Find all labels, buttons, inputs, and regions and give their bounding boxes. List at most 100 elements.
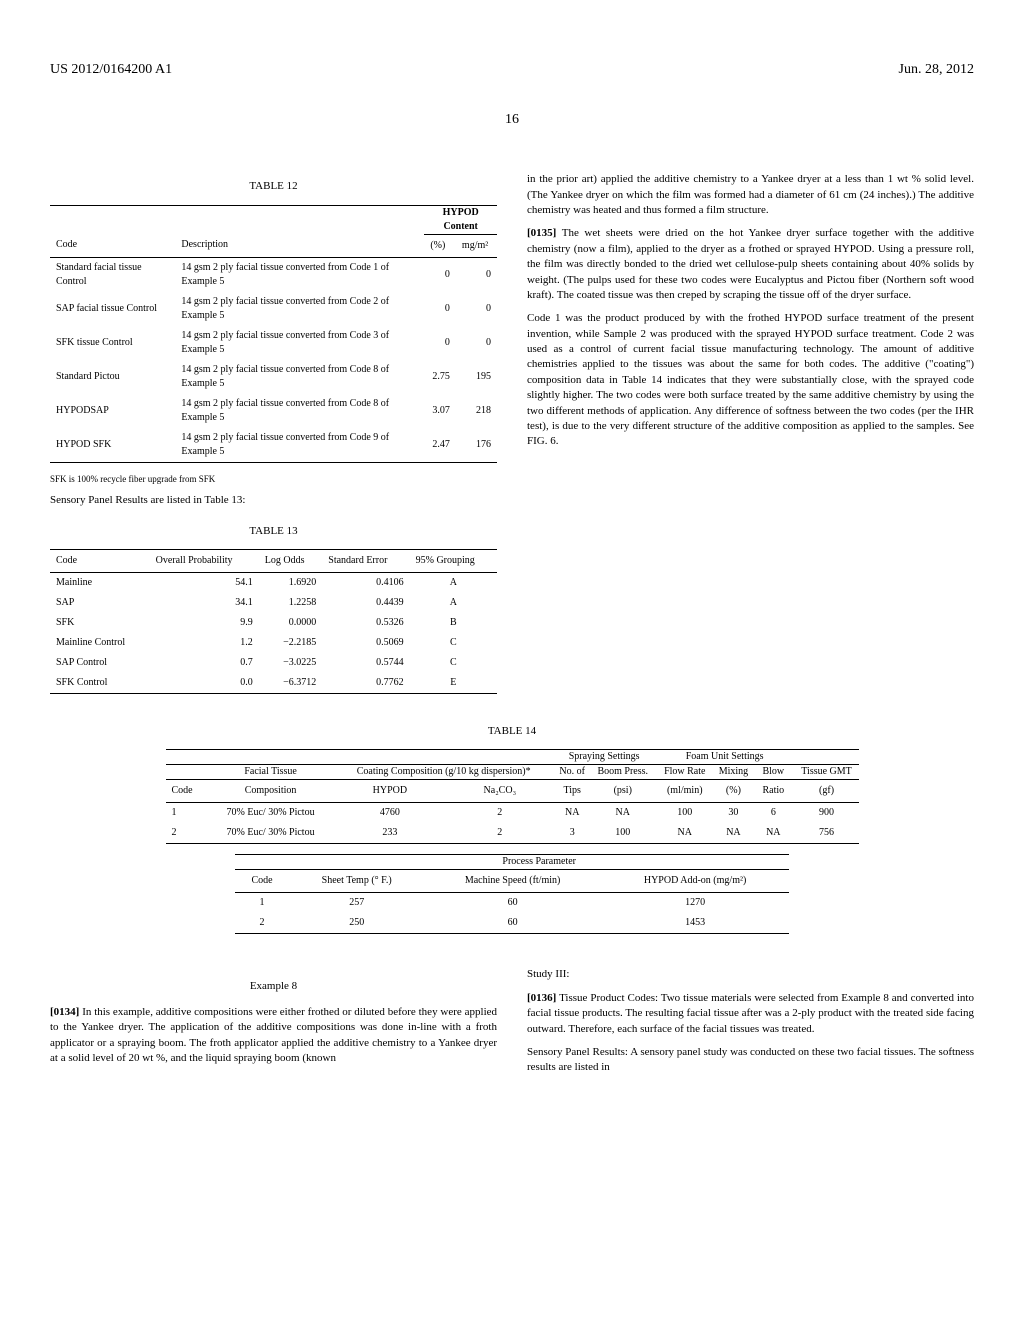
table-cell: 2 <box>166 823 208 844</box>
t14-h-mix: Mixing <box>715 765 752 780</box>
table-row: SFK tissue Control14 gsm 2 ply facial ti… <box>50 326 497 360</box>
table-cell: E <box>410 673 497 694</box>
para-0135: [0135] The wet sheets were dried on the … <box>527 226 974 303</box>
table-cell: C <box>410 633 497 653</box>
table-cell: 195 <box>456 360 497 394</box>
t14-b3: Na₂CO₃ <box>446 780 554 803</box>
table-cell: 900 <box>795 803 859 824</box>
table-cell: 0.4439 <box>322 593 409 613</box>
table-cell: 0 <box>424 326 456 360</box>
t14-b1: Composition <box>207 780 333 803</box>
table-cell: Mainline Control <box>50 633 150 653</box>
left-column: TABLE 12 HYPOD Content Code Description … <box>50 164 497 704</box>
table-row: 1257601270 <box>235 893 789 914</box>
table-cell: SAP <box>50 593 150 613</box>
table-cell: 1453 <box>601 913 789 934</box>
table14b: Process Parameter Code Sheet Temp (° F.)… <box>235 854 789 934</box>
table-cell: 14 gsm 2 ply facial tissue converted fro… <box>175 257 424 292</box>
table-cell: 756 <box>795 823 859 844</box>
table-cell: 54.1 <box>150 572 259 593</box>
para-0136b: Sensory Panel Results: A sensory panel s… <box>527 1045 974 1076</box>
table-cell: 1 <box>166 803 208 824</box>
t14b-proc-title: Process Parameter <box>289 855 789 870</box>
table12-title: TABLE 12 <box>50 179 497 194</box>
para-0134: [0134] In this example, additive composi… <box>50 1005 497 1067</box>
table13-col4: 95% Grouping <box>410 549 497 572</box>
bottom-left: Example 8 [0134] In this example, additi… <box>50 959 497 1083</box>
table-cell: 2 <box>446 803 554 824</box>
header-left: US 2012/0164200 A1 <box>50 60 172 80</box>
t14-b0: Code <box>166 780 208 803</box>
table-row: HYPOD SFK14 gsm 2 ply facial tissue conv… <box>50 428 497 463</box>
bottom-columns: Example 8 [0134] In this example, additi… <box>50 959 974 1083</box>
table-cell: −6.3712 <box>259 673 323 694</box>
table-row: Mainline54.11.69200.4106A <box>50 572 497 593</box>
table-cell: 1.6920 <box>259 572 323 593</box>
right-p0: in the prior art) applied the additive c… <box>527 172 974 218</box>
table14a: Spraying Settings Foam Unit Settings Fac… <box>166 749 859 844</box>
study3-title: Study III: <box>527 967 974 982</box>
table-row: Standard Pictou14 gsm 2 ply facial tissu… <box>50 360 497 394</box>
table-cell: 34.1 <box>150 593 259 613</box>
table-cell: HYPODSAP <box>50 394 175 428</box>
table-cell: 250 <box>289 913 424 934</box>
table-cell: 0.7 <box>150 653 259 673</box>
table-cell: 257 <box>289 893 424 914</box>
table-cell: 9.9 <box>150 613 259 633</box>
para-num-0134: [0134] <box>50 1006 79 1018</box>
table-cell: C <box>410 653 497 673</box>
table-cell: SAP Control <box>50 653 150 673</box>
page-header: US 2012/0164200 A1 Jun. 28, 2012 <box>50 60 974 80</box>
table-cell: 3 <box>554 823 591 844</box>
t14b-c1: Sheet Temp (° F.) <box>289 870 424 893</box>
table-cell: 0 <box>424 292 456 326</box>
para-0136: [0136] Tissue Product Codes: Two tissue … <box>527 991 974 1037</box>
table-cell: 2 <box>235 913 289 934</box>
table-cell: 0.0000 <box>259 613 323 633</box>
table-cell: 0 <box>424 257 456 292</box>
table12-col1: Description <box>175 234 424 257</box>
table-row: 170% Euc/ 30% Pictou47602NANA100306900 <box>166 803 859 824</box>
table-row: Mainline Control1.2−2.21850.5069C <box>50 633 497 653</box>
t14-h-gmt: Tissue GMT <box>795 765 859 780</box>
t14-h-coating: Coating Composition (g/10 kg dispersion)… <box>334 765 554 780</box>
table-cell: SFK tissue Control <box>50 326 175 360</box>
table-cell: NA <box>752 823 795 844</box>
table-cell: B <box>410 613 497 633</box>
table-cell: 100 <box>591 823 655 844</box>
table-row: SFK9.90.00000.5326B <box>50 613 497 633</box>
t14b-c0: Code <box>235 870 289 893</box>
table-cell: 2.75 <box>424 360 456 394</box>
table-cell: SAP facial tissue Control <box>50 292 175 326</box>
table-row: 2250601453 <box>235 913 789 934</box>
sensory-intro: Sensory Panel Results are listed in Tabl… <box>50 493 497 508</box>
table13-col0: Code <box>50 549 150 572</box>
table-cell: 2 <box>446 823 554 844</box>
t14-b7: (%) <box>715 780 752 803</box>
table-cell: 6 <box>752 803 795 824</box>
page-number: 16 <box>50 110 974 130</box>
table14-section: TABLE 14 Spraying Settings Foam Unit Set… <box>50 724 974 934</box>
table14-title: TABLE 14 <box>50 724 974 739</box>
t14-h-flow: Flow Rate <box>655 765 715 780</box>
table-cell: 1.2258 <box>259 593 323 613</box>
header-right: Jun. 28, 2012 <box>899 60 974 80</box>
table-cell: SFK Control <box>50 673 150 694</box>
table-cell: 0.5069 <box>322 633 409 653</box>
table-cell: 2.47 <box>424 428 456 463</box>
table-cell: 4760 <box>334 803 446 824</box>
table-cell: 0 <box>456 257 497 292</box>
table13-col3: Standard Error <box>322 549 409 572</box>
table-row: HYPODSAP14 gsm 2 ply facial tissue conve… <box>50 394 497 428</box>
table-cell: HYPOD SFK <box>50 428 175 463</box>
t14-b9: (gf) <box>795 780 859 803</box>
t14-b2: HYPOD <box>334 780 446 803</box>
table-cell: 60 <box>424 893 601 914</box>
table-cell: 3.07 <box>424 394 456 428</box>
table-cell: SFK <box>50 613 150 633</box>
table-cell: −3.0225 <box>259 653 323 673</box>
table-row: 270% Euc/ 30% Pictou23323100NANANA756 <box>166 823 859 844</box>
t14-b5: (psi) <box>591 780 655 803</box>
table-cell: 70% Euc/ 30% Pictou <box>207 803 333 824</box>
table-cell: Mainline <box>50 572 150 593</box>
